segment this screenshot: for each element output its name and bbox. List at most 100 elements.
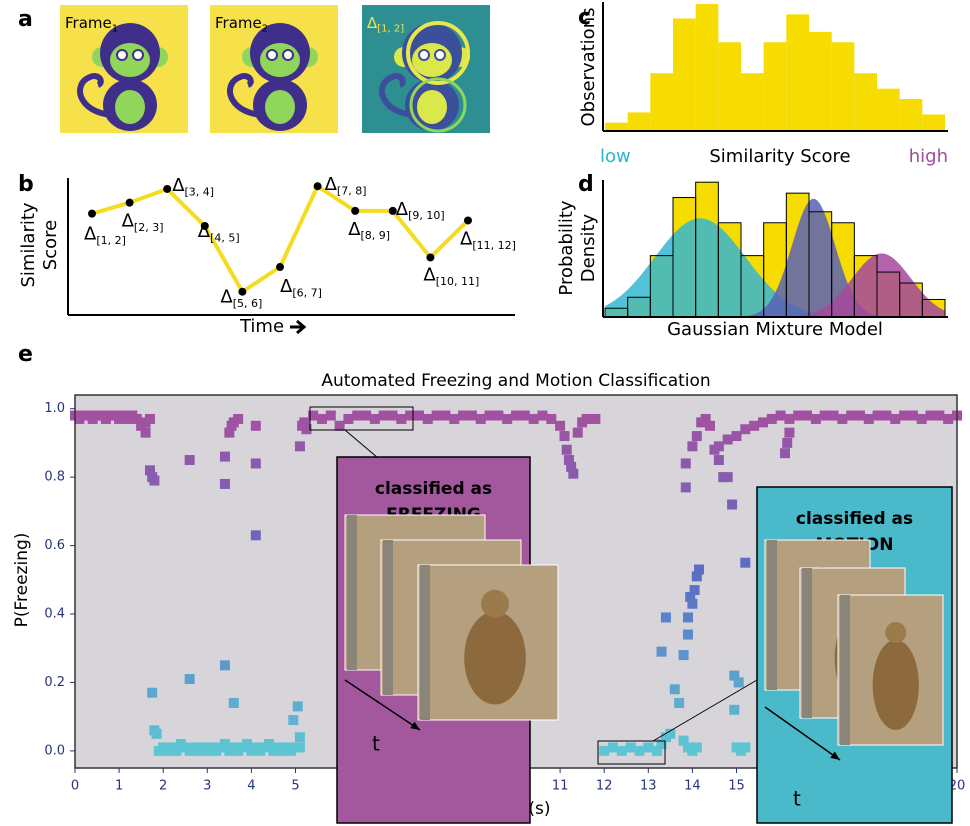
y-tick-label: 0.0 bbox=[44, 743, 65, 758]
data-point bbox=[590, 413, 601, 424]
data-point bbox=[775, 410, 786, 421]
point bbox=[276, 263, 284, 272]
data-point bbox=[784, 413, 795, 424]
label-subscript: [1, 2] bbox=[377, 23, 404, 34]
bar bbox=[763, 42, 787, 131]
x-tick-label: 14 bbox=[684, 779, 701, 794]
data-point bbox=[144, 465, 155, 476]
data-point bbox=[810, 413, 821, 424]
data-point bbox=[378, 410, 389, 421]
data-point bbox=[149, 475, 160, 486]
label-main: Δ bbox=[172, 175, 185, 196]
data-point bbox=[233, 413, 244, 424]
x-tick-label: 3 bbox=[203, 779, 211, 794]
monkey-face bbox=[412, 43, 452, 77]
frame-image bbox=[210, 5, 338, 133]
x-tick-label: 4 bbox=[247, 779, 255, 794]
data-point bbox=[559, 431, 570, 442]
data-point bbox=[727, 499, 738, 510]
data-point bbox=[740, 424, 751, 435]
label-main: Δ bbox=[280, 276, 293, 297]
label-main: Frame bbox=[215, 14, 262, 32]
x-axis-label: Time bbox=[239, 316, 284, 337]
label-main: Δ bbox=[460, 228, 473, 249]
bar bbox=[673, 18, 696, 131]
data-point bbox=[766, 413, 777, 424]
data-point bbox=[422, 413, 433, 424]
label: Δ[8, 9] bbox=[348, 219, 390, 242]
data-point bbox=[219, 451, 230, 462]
data-point bbox=[694, 564, 705, 575]
data-point bbox=[722, 472, 733, 483]
data-point bbox=[705, 420, 716, 431]
inset-caption: classified as bbox=[796, 509, 913, 529]
bar bbox=[899, 99, 923, 131]
photo-monkey-head bbox=[885, 622, 907, 643]
data-point bbox=[819, 410, 830, 421]
label: Δ[6, 7] bbox=[280, 276, 322, 299]
bar bbox=[650, 73, 673, 131]
data-point bbox=[687, 598, 698, 609]
data-point bbox=[691, 571, 702, 582]
monkey-tail bbox=[227, 73, 271, 119]
panel-label: b bbox=[18, 172, 34, 197]
bar bbox=[695, 4, 719, 131]
data-point bbox=[484, 410, 495, 421]
data-point bbox=[652, 745, 663, 756]
bar bbox=[854, 73, 877, 131]
label-subscript: [9, 10] bbox=[408, 209, 445, 222]
label-subscript: [5, 6] bbox=[233, 297, 263, 310]
label-subscript: [1, 2] bbox=[96, 234, 126, 247]
data-point bbox=[343, 413, 354, 424]
gaussian-component bbox=[605, 253, 945, 317]
difference-outline bbox=[409, 77, 467, 133]
data-point bbox=[665, 728, 676, 739]
data-point bbox=[147, 687, 158, 698]
data-point bbox=[713, 441, 724, 452]
data-point bbox=[458, 410, 469, 421]
data-point bbox=[674, 697, 685, 708]
x-tick-label: 20 bbox=[949, 779, 966, 794]
data-point bbox=[292, 701, 303, 712]
bar bbox=[605, 122, 628, 131]
label: Frame2 bbox=[215, 14, 268, 35]
data-point bbox=[219, 660, 230, 671]
photo-cage bbox=[347, 515, 357, 670]
data-point bbox=[682, 629, 693, 640]
data-point bbox=[299, 417, 310, 428]
data-point bbox=[184, 455, 195, 466]
label-subscript: 1 bbox=[112, 23, 118, 34]
data-point bbox=[828, 410, 839, 421]
monkey-tail bbox=[379, 73, 423, 119]
data-point bbox=[440, 410, 451, 421]
monkey-eye bbox=[282, 49, 294, 61]
data-point bbox=[793, 410, 804, 421]
label: Δ[1, 2] bbox=[84, 224, 126, 247]
point bbox=[388, 206, 397, 215]
highlight-box bbox=[597, 740, 666, 765]
data-point bbox=[872, 410, 883, 421]
data-point bbox=[643, 742, 654, 753]
point bbox=[88, 209, 96, 218]
monkey-belly bbox=[265, 90, 295, 124]
label-main: Δ bbox=[423, 264, 436, 285]
point bbox=[313, 182, 322, 191]
data-point bbox=[528, 413, 539, 424]
y-tick-label: 0.2 bbox=[44, 675, 65, 690]
arrow-icon bbox=[290, 319, 307, 335]
data-point bbox=[846, 410, 857, 421]
difference-outline bbox=[406, 21, 470, 85]
x-tick-label: 5 bbox=[291, 779, 299, 794]
data-point bbox=[475, 413, 486, 424]
data-point bbox=[572, 427, 583, 438]
y-axis-label: Observations bbox=[578, 8, 599, 127]
point bbox=[464, 216, 472, 225]
x-tick-label: 11 bbox=[552, 779, 569, 794]
label: Δ[3, 4] bbox=[172, 175, 214, 198]
data-point bbox=[563, 455, 574, 466]
point bbox=[125, 198, 134, 207]
label-subscript: [6, 7] bbox=[292, 286, 322, 299]
data-point bbox=[228, 697, 239, 708]
data-point bbox=[740, 742, 751, 753]
y-axis-label: Score bbox=[40, 220, 61, 270]
